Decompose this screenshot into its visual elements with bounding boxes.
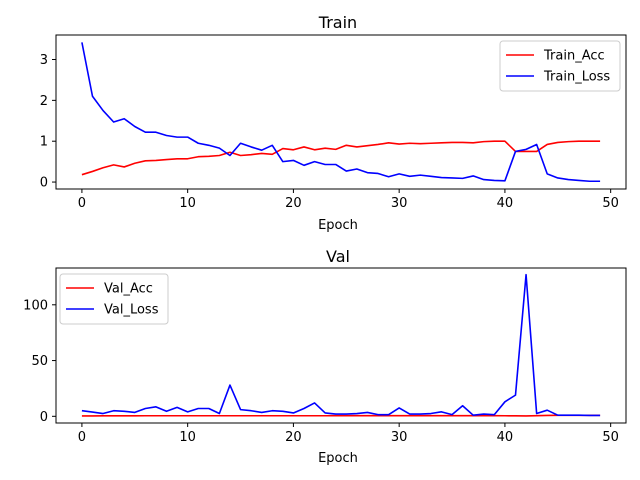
- x-tick-label: 30: [391, 430, 408, 445]
- x-tick-label: 0: [78, 430, 86, 445]
- train-ticks: 0 10 20 30 40 50 0 1 2 3: [40, 53, 619, 211]
- y-tick-label: 3: [40, 53, 48, 68]
- val-legend: Val_Acc Val_Loss: [59, 273, 169, 325]
- legend-label: Val_Loss: [104, 303, 159, 318]
- y-tick-label: 2: [40, 94, 48, 109]
- val-loss-line: [81, 273, 601, 417]
- val-xlabel: Epoch: [318, 451, 358, 466]
- x-tick-label: 40: [497, 196, 514, 211]
- legend-label: Train_Acc: [543, 49, 605, 64]
- y-tick-label: 1: [40, 135, 48, 150]
- val-title: Val: [326, 247, 350, 266]
- train-loss-line: [81, 42, 601, 183]
- y-tick-label: 100: [23, 298, 48, 313]
- x-tick-label: 10: [179, 196, 196, 211]
- val-ticks: 0 10 20 30 40 50 0 50 100: [23, 298, 619, 445]
- x-tick-label: 20: [285, 430, 302, 445]
- x-tick-label: 0: [78, 196, 86, 211]
- x-tick-label: 30: [391, 196, 408, 211]
- x-tick-label: 20: [285, 196, 302, 211]
- legend-label: Train_Loss: [543, 70, 610, 85]
- train-legend: Train_Acc Train_Loss: [499, 40, 621, 92]
- val-chart: Val 0 10 20 30 40 50 0 50 100 Epoch Val_Acc Val_L…: [23, 247, 627, 466]
- y-tick-label: 0: [40, 410, 48, 425]
- y-tick-label: 50: [31, 354, 48, 369]
- x-tick-label: 50: [602, 430, 619, 445]
- train-title: Train: [318, 13, 357, 32]
- val-series: [81, 273, 601, 417]
- legend-box: [499, 40, 621, 92]
- val-acc-line: [81, 414, 601, 417]
- y-tick-label: 0: [40, 176, 48, 191]
- legend-box: [59, 273, 169, 325]
- train-xlabel: Epoch: [318, 218, 358, 233]
- train-series: [81, 42, 601, 183]
- x-tick-label: 40: [497, 430, 514, 445]
- x-tick-label: 50: [602, 196, 619, 211]
- train-acc-line: [81, 140, 601, 176]
- x-tick-label: 10: [179, 430, 196, 445]
- legend-label: Val_Acc: [104, 282, 153, 297]
